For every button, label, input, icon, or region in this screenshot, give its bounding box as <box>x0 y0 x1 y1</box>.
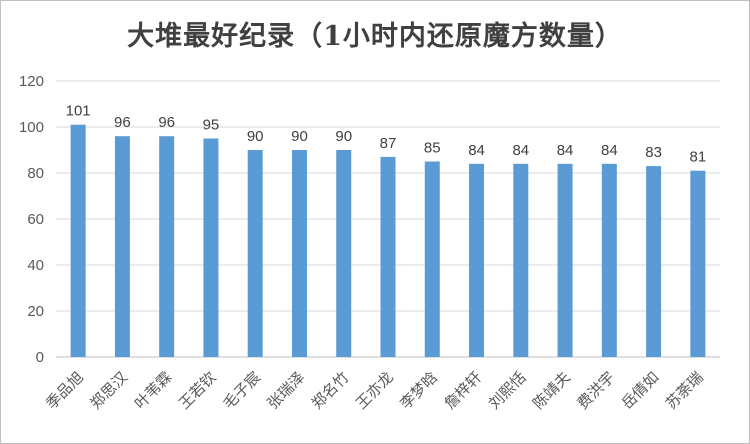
category-label-9: 李梦晗 <box>397 368 442 413</box>
data-label-11: 84 <box>512 142 529 159</box>
category-label-12: 陈靖夫 <box>529 368 574 413</box>
bar-6 <box>291 150 307 357</box>
bar-13 <box>601 163 617 357</box>
bar-8 <box>380 156 396 357</box>
data-label-13: 84 <box>601 142 618 159</box>
data-label-6: 90 <box>291 128 308 145</box>
bar-15 <box>690 170 706 357</box>
category-label-14: 岳倩如 <box>618 368 663 413</box>
bar-7 <box>336 150 352 357</box>
bar-3 <box>159 136 175 357</box>
category-label-4: 王若钦 <box>175 368 220 413</box>
data-label-12: 84 <box>557 142 574 159</box>
category-label-3: 叶苇霖 <box>131 368 176 413</box>
y-tick-label-0: 0 <box>36 349 44 366</box>
category-label-15: 苏荼瑞 <box>662 368 707 413</box>
bar-12 <box>557 163 573 357</box>
data-label-1: 101 <box>66 103 91 120</box>
data-label-2: 96 <box>114 114 131 131</box>
data-label-7: 90 <box>335 128 352 145</box>
bar-9 <box>424 161 440 357</box>
bar-4 <box>203 138 219 357</box>
category-label-7: 郑名竹 <box>308 368 353 413</box>
y-tick-label-20: 20 <box>27 303 44 320</box>
category-label-5: 毛子宸 <box>219 368 264 413</box>
y-tick-label-100: 100 <box>19 119 44 136</box>
bar-5 <box>247 150 263 357</box>
bar-11 <box>513 163 529 357</box>
category-label-1: 季品旭 <box>42 368 87 413</box>
category-label-13: 费洪宇 <box>574 368 619 413</box>
y-tick-label-120: 120 <box>19 73 44 90</box>
bar-1 <box>70 124 86 357</box>
category-label-2: 郑思汉 <box>87 368 132 413</box>
bar-2 <box>114 136 130 357</box>
chart-title: 大堆最好纪录（1小时内还原魔方数量） <box>127 21 623 52</box>
category-label-10: 詹梓轩 <box>441 368 486 413</box>
y-tick-label-80: 80 <box>27 165 44 182</box>
data-label-10: 84 <box>468 142 485 159</box>
y-tick-label-40: 40 <box>27 257 44 274</box>
bar-10 <box>469 163 485 357</box>
data-label-14: 83 <box>645 144 662 161</box>
data-label-15: 81 <box>690 149 707 166</box>
data-label-3: 96 <box>158 114 175 131</box>
category-label-8: 王亦龙 <box>352 368 397 413</box>
category-label-11: 刘熙恬 <box>485 368 530 413</box>
data-label-8: 87 <box>380 135 397 152</box>
data-label-9: 85 <box>424 140 441 157</box>
data-label-4: 95 <box>203 117 220 134</box>
bar-14 <box>646 166 662 357</box>
category-label-6: 张瑞泽 <box>264 368 309 413</box>
data-label-5: 90 <box>247 128 264 145</box>
y-tick-label-60: 60 <box>27 211 44 228</box>
